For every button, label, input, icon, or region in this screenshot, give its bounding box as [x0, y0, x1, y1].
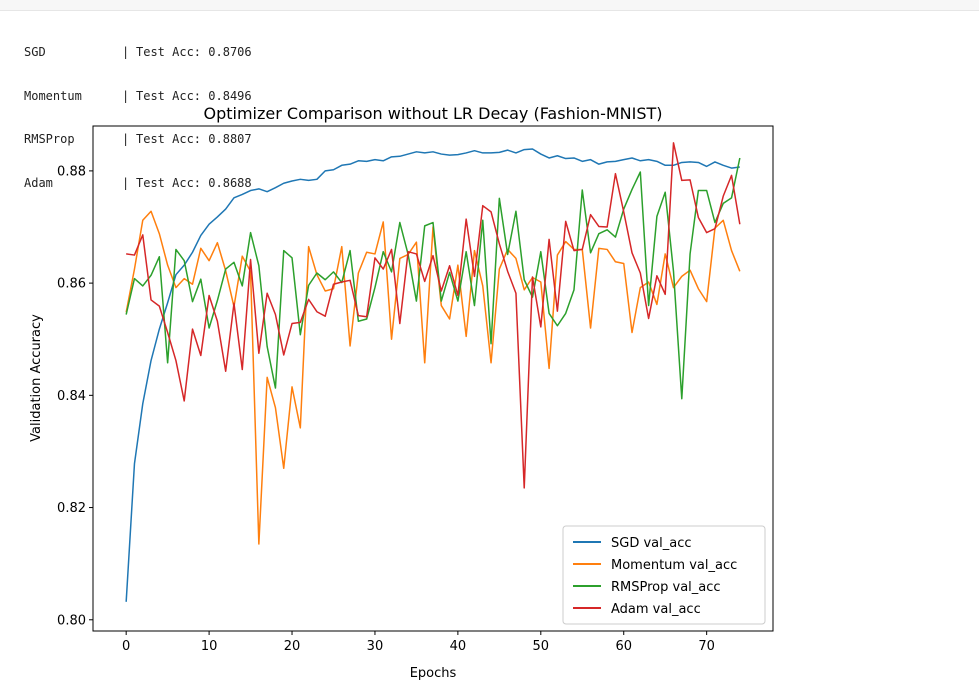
output-line-rmsprop: RMSProp | Test Acc: 0.8807	[24, 132, 252, 146]
legend-label: SGD val_acc	[611, 536, 692, 551]
x-tick-label: 40	[450, 639, 467, 654]
test-acc-value: 0.8706	[208, 45, 252, 59]
axes: 0 10 20 30 40 50 60 70 0.80 0.82 0.84 0.86 0.88	[57, 164, 715, 654]
x-tick-label: 70	[698, 639, 715, 654]
optimizer-name: RMSProp	[24, 132, 75, 146]
y-axis-label: Validation Accuracy	[29, 314, 44, 442]
test-acc-value: 0.8496	[208, 88, 252, 103]
y-tick-label: 0.80	[57, 613, 86, 628]
y-tick-label: 0.82	[57, 501, 86, 516]
output-line-adam: Adam | Test Acc: 0.8688	[24, 175, 252, 190]
x-tick-label: 0	[122, 639, 130, 654]
x-axis-label: Epochs	[410, 666, 457, 681]
cell-output: SGD | Test Acc: 0.8706 Momentum | Test Acc: …	[24, 16, 252, 205]
x-tick-label: 50	[533, 639, 550, 654]
x-tick-label: 60	[615, 639, 632, 654]
notebook-cell-header	[0, 0, 979, 11]
optimizer-name: Adam	[24, 175, 53, 190]
legend-label: RMSProp val_acc	[611, 580, 721, 595]
y-tick-label: 0.84	[57, 389, 86, 404]
series-lines	[125, 142, 741, 602]
y-tick-label: 0.88	[57, 164, 86, 179]
plot-frame	[92, 125, 774, 632]
test-acc-label: Test Acc:	[136, 45, 202, 59]
legend: SGD val_acc Momentum val_acc RMSProp val_a…	[562, 525, 766, 625]
test-acc-value: 0.8807	[208, 132, 252, 146]
legend-label: Momentum val_acc	[611, 558, 737, 573]
x-tick-label: 10	[201, 639, 218, 654]
test-acc-value: 0.8688	[208, 175, 252, 190]
legend-label: Adam val_acc	[611, 602, 701, 617]
output-line-sgd: SGD | Test Acc: 0.8706	[24, 45, 252, 59]
series-line-rmsprop	[125, 157, 741, 400]
test-acc-label: Test Acc:	[136, 132, 202, 146]
output-line-momentum: Momentum | Test Acc: 0.8496	[24, 88, 252, 103]
y-tick-label: 0.86	[57, 277, 86, 292]
series-line-momentum	[125, 210, 741, 545]
chart-title: Optimizer Comparison without LR Decay (F…	[203, 104, 662, 123]
x-tick-label: 30	[367, 639, 384, 654]
optimizer-name: SGD	[24, 45, 46, 59]
series-line-sgd	[125, 148, 740, 602]
legend-box	[562, 525, 766, 625]
x-tick-label: 20	[284, 639, 301, 654]
test-acc-label: Test Acc:	[136, 88, 202, 103]
series-line-adam	[126, 142, 741, 489]
optimizer-name: Momentum	[24, 88, 82, 103]
test-acc-label: Test Acc:	[136, 175, 202, 190]
